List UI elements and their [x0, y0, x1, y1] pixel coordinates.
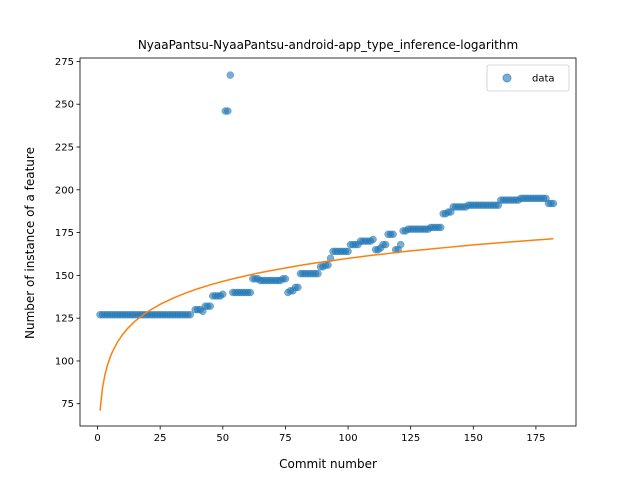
y-tick-label: 175	[55, 228, 74, 239]
data-point	[389, 230, 397, 239]
data-point	[226, 71, 235, 79]
x-tick-label: 175	[526, 433, 545, 444]
axes: 0 25 50 75 100 125 150 175 75 100 125 150 175 200 225 2…	[55, 57, 577, 444]
y-tick-label: 225	[55, 143, 74, 154]
data-point	[344, 247, 352, 256]
y-tick-label: 125	[55, 314, 74, 325]
data-point	[436, 223, 445, 232]
chart-title: NyaaPantsu-NyaaPantsu-android-app_type_i…	[138, 38, 518, 52]
data-point	[219, 290, 227, 298]
data-point	[396, 240, 405, 249]
x-tick-label: 100	[338, 433, 357, 444]
y-tick-label: 150	[55, 271, 74, 282]
y-tick-label: 275	[55, 57, 74, 68]
y-tick-label: 200	[55, 185, 74, 196]
data-point	[281, 275, 290, 283]
y-tick-label: 100	[55, 356, 74, 367]
y-tick-label: 75	[61, 399, 74, 410]
data-point	[324, 261, 332, 269]
y-axis-label: Number of instance of a feature	[23, 147, 37, 339]
axes-frame	[79, 57, 577, 427]
legend-marker	[502, 73, 512, 83]
fit-line	[99, 237, 554, 411]
data-point	[294, 283, 302, 292]
data-point	[549, 199, 558, 208]
x-tick-label: 25	[154, 433, 167, 444]
data-point	[314, 269, 322, 278]
plot-area	[96, 71, 558, 411]
data-point	[206, 302, 215, 310]
data-point	[186, 310, 194, 319]
x-axis-label: Commit number	[279, 457, 377, 471]
data-point	[224, 107, 232, 115]
y-tick-label: 250	[55, 100, 74, 111]
x-tick-label: 125	[401, 433, 420, 444]
data-point	[381, 240, 390, 249]
x-tick-label: 150	[464, 433, 483, 444]
x-tick-label: 50	[216, 433, 229, 444]
data-point	[246, 288, 255, 297]
x-tick-label: 0	[94, 433, 100, 444]
legend: data	[486, 64, 570, 92]
legend-box	[486, 64, 570, 92]
x-tick-label: 75	[279, 433, 292, 444]
data-point	[369, 235, 377, 244]
legend-label: data	[532, 74, 555, 85]
